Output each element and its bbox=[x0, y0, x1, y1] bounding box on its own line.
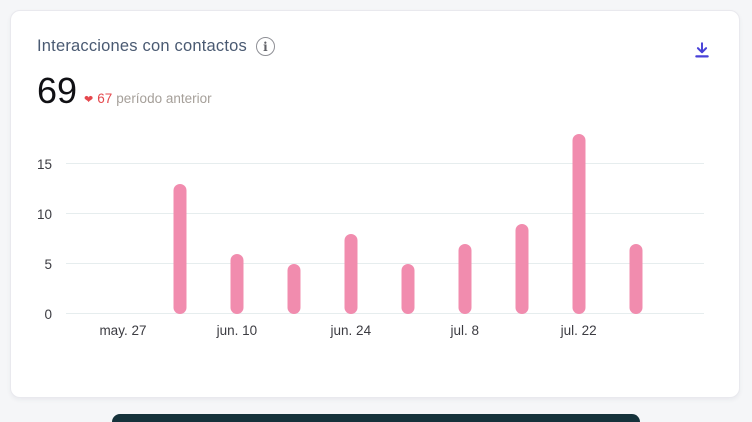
bar[interactable] bbox=[230, 254, 244, 314]
info-icon[interactable]: i bbox=[255, 37, 275, 56]
y-axis-label: 10 bbox=[36, 206, 52, 222]
x-axis-label: jul. 22 bbox=[560, 323, 597, 338]
bar-chart: 0 5 10 15 may. 27 jun. 10 jun. 24 jul. 8 jul. 2… bbox=[37, 124, 704, 338]
heart-icon: ❤ bbox=[84, 94, 94, 106]
download-button[interactable] bbox=[689, 37, 715, 63]
gridline bbox=[66, 213, 704, 214]
stats-row: 69 ❤ 67 período anterior bbox=[37, 73, 212, 109]
x-axis-label: jun. 24 bbox=[330, 323, 372, 338]
bar[interactable] bbox=[458, 244, 472, 314]
plot-area bbox=[66, 124, 704, 314]
y-axis-label: 5 bbox=[44, 256, 52, 272]
bar[interactable] bbox=[287, 264, 301, 314]
bar[interactable] bbox=[401, 264, 415, 314]
gridline bbox=[66, 313, 704, 314]
download-icon bbox=[695, 42, 709, 58]
total-value: 69 bbox=[37, 70, 78, 111]
previous-period-label: período anterior bbox=[116, 91, 212, 106]
y-axis-label: 15 bbox=[36, 156, 52, 172]
x-axis-label: may. 27 bbox=[99, 323, 147, 338]
card-header: Interacciones con contactos i bbox=[37, 37, 275, 56]
bar[interactable] bbox=[572, 134, 586, 314]
x-axis: may. 27 jun. 10 jun. 24 jul. 8 jul. 22 bbox=[66, 323, 704, 341]
y-axis-label: 0 bbox=[44, 306, 52, 322]
bar[interactable] bbox=[344, 234, 358, 314]
bottom-panel-peek bbox=[112, 414, 640, 422]
previous-period-value: 67 bbox=[97, 91, 113, 106]
card-title: Interacciones con contactos bbox=[37, 37, 247, 55]
gridline bbox=[66, 163, 704, 165]
x-axis-label: jun. 10 bbox=[216, 323, 258, 338]
bar[interactable] bbox=[515, 224, 529, 314]
gridline bbox=[66, 263, 704, 264]
bar[interactable] bbox=[629, 244, 643, 314]
x-axis-label: jul. 8 bbox=[450, 323, 480, 338]
previous-period-comparison: ❤ 67 período anterior bbox=[84, 91, 212, 106]
bar[interactable] bbox=[173, 184, 187, 314]
interactions-card: Interacciones con contactos i 69 ❤ 67 pe… bbox=[10, 10, 740, 398]
y-axis: 0 5 10 15 bbox=[22, 124, 52, 320]
